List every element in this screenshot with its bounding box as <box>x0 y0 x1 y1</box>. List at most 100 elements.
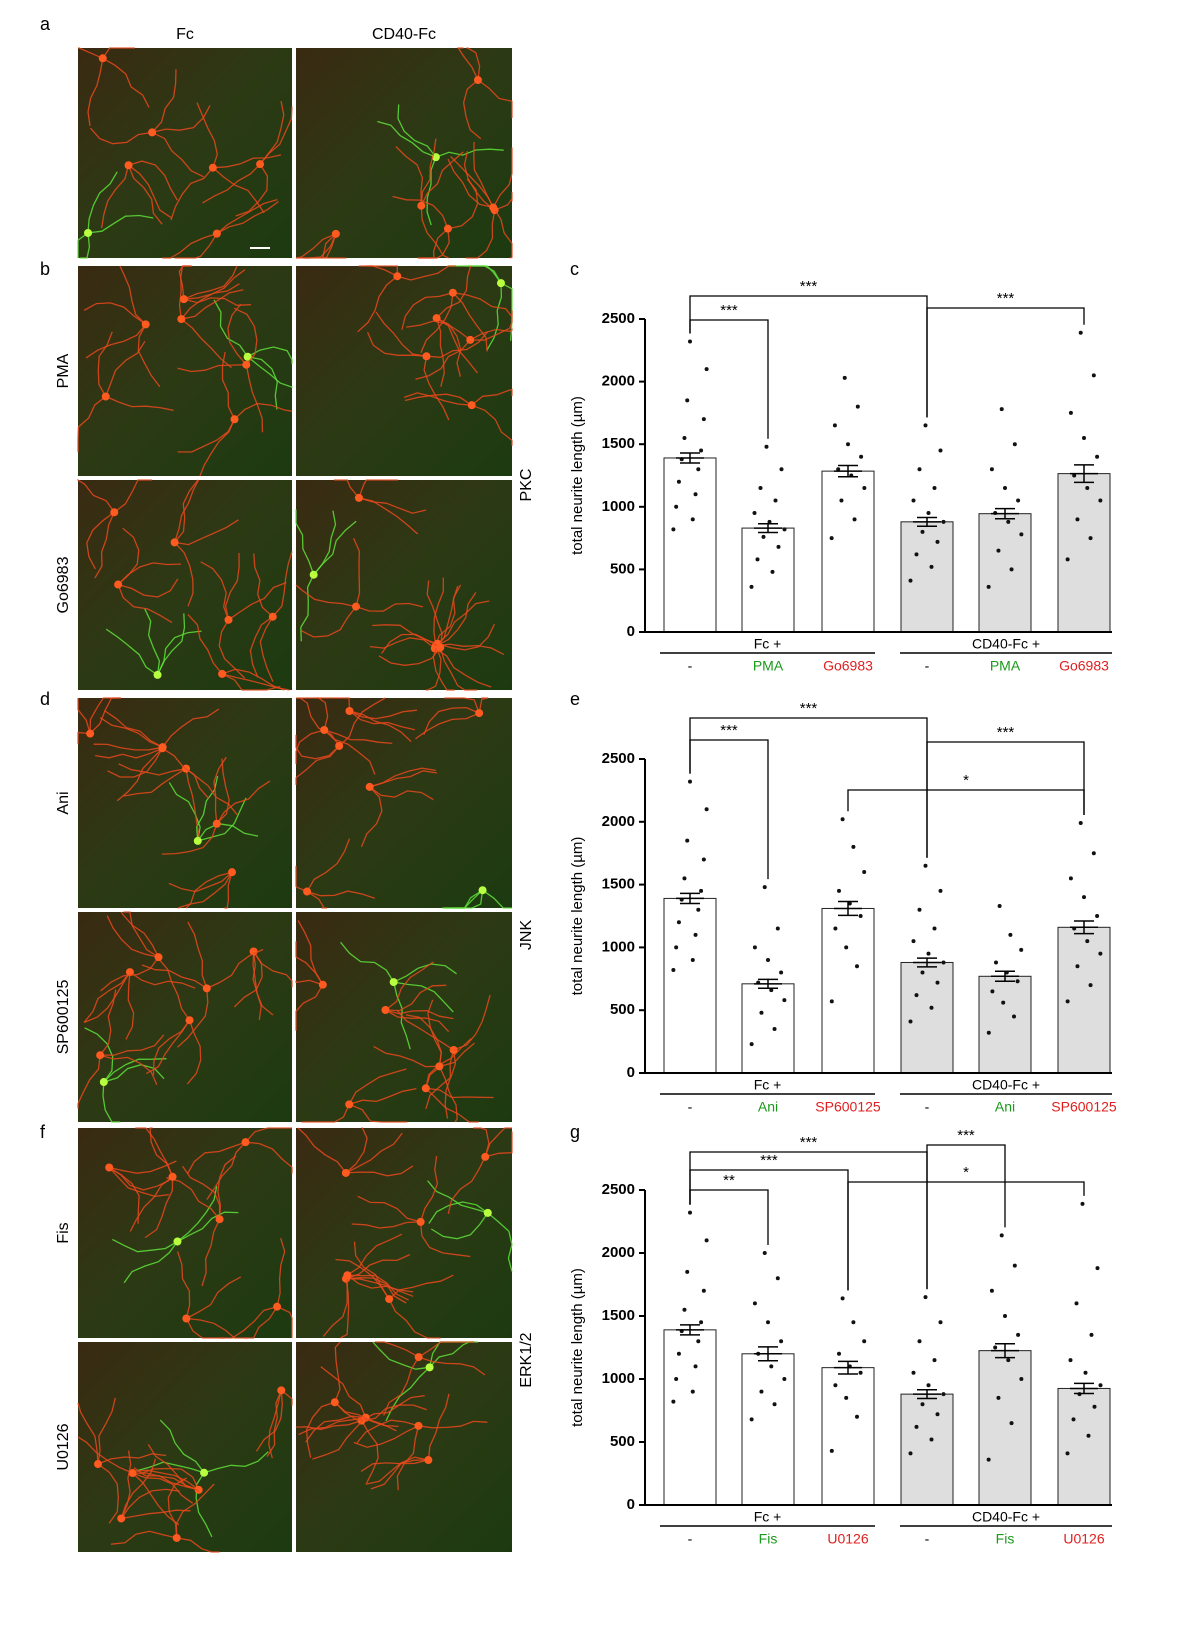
neurite <box>437 600 490 645</box>
data-point <box>1016 1332 1021 1337</box>
neurite <box>473 1127 490 1157</box>
micrograph <box>295 47 513 259</box>
data-point <box>859 454 864 459</box>
neurite <box>79 232 91 259</box>
data-point <box>1009 567 1014 572</box>
neurite <box>213 756 227 824</box>
data-point <box>908 1451 913 1456</box>
data-point <box>1082 435 1086 440</box>
neurite <box>97 1453 167 1465</box>
y-tick-label: 1500 <box>602 876 635 893</box>
data-point <box>1006 519 1011 524</box>
significance-label: *** <box>800 700 818 717</box>
side-label: JNK <box>518 920 535 951</box>
data-point <box>773 498 778 503</box>
significance-bracket <box>926 741 1085 858</box>
category-label: - <box>925 1099 930 1115</box>
neurite <box>159 1419 205 1474</box>
data-point <box>764 444 769 449</box>
y-tick-label: 2500 <box>602 750 635 767</box>
neurite <box>245 1127 292 1143</box>
significance-label: *** <box>957 1127 975 1144</box>
soma <box>481 1152 490 1161</box>
neurite <box>123 911 159 958</box>
neurite <box>383 1356 420 1416</box>
soma <box>393 272 402 281</box>
neurite <box>435 592 477 647</box>
neurite <box>358 497 427 514</box>
neurite <box>253 553 274 618</box>
category-label: PMA <box>990 658 1021 674</box>
data-point <box>858 914 863 918</box>
data-point <box>1088 536 1093 541</box>
micrograph-background <box>296 480 512 690</box>
data-point <box>997 903 1002 908</box>
neurite <box>360 786 383 848</box>
soma <box>218 669 227 678</box>
data-point <box>851 1320 856 1325</box>
neurite <box>102 57 150 108</box>
bar <box>900 1393 954 1506</box>
neurite <box>435 317 445 387</box>
data-point <box>993 1345 998 1350</box>
soma <box>489 203 498 212</box>
data-point <box>840 817 845 822</box>
data-point <box>755 557 760 562</box>
panel-label: b <box>40 259 50 279</box>
neurite <box>296 233 337 259</box>
micrograph <box>77 265 293 477</box>
soma <box>202 984 211 993</box>
soma <box>148 128 157 137</box>
soma <box>93 1460 102 1469</box>
data-point <box>1019 1377 1024 1381</box>
data-point <box>696 467 701 472</box>
neurite <box>176 1251 191 1319</box>
soma <box>173 1237 182 1246</box>
data-point <box>929 1005 934 1010</box>
data-point <box>676 920 681 925</box>
data-point <box>701 417 706 422</box>
significance-label: *** <box>997 724 1015 741</box>
soma <box>354 493 363 502</box>
soma <box>114 580 123 589</box>
neurite <box>112 1238 178 1253</box>
neurite <box>245 1141 293 1174</box>
data-point <box>920 970 925 975</box>
data-point <box>782 998 787 1003</box>
soma <box>365 782 374 791</box>
neurite <box>347 1233 403 1276</box>
data-point <box>839 498 844 503</box>
neurite <box>176 988 209 1048</box>
neurite <box>255 1390 283 1452</box>
neurite <box>320 1366 367 1418</box>
neurite <box>136 1461 205 1474</box>
data-point <box>1074 1301 1079 1306</box>
data-point <box>917 907 922 912</box>
neurite <box>374 1341 420 1358</box>
neurite <box>128 164 172 219</box>
data-point <box>837 888 841 893</box>
column-header: CD40-Fc <box>372 26 436 43</box>
neurite <box>463 150 496 211</box>
soma <box>431 153 440 162</box>
data-point <box>911 1370 916 1375</box>
neurite <box>295 1419 362 1431</box>
neurite <box>397 265 456 281</box>
neurite <box>78 47 104 59</box>
data-point <box>846 442 850 447</box>
neurite <box>77 698 91 734</box>
data-point <box>996 548 1001 553</box>
data-point <box>696 907 701 912</box>
soma <box>242 360 251 369</box>
data-point <box>782 1377 787 1381</box>
neurite <box>135 1127 174 1178</box>
neurite <box>162 708 220 748</box>
data-point <box>858 1370 863 1375</box>
neurite <box>418 1420 488 1429</box>
micrograph <box>77 478 293 691</box>
data-point <box>829 536 834 541</box>
y-tick-label: 2000 <box>602 373 635 390</box>
soma <box>105 1163 114 1172</box>
neurite <box>187 921 208 989</box>
neurite <box>447 178 479 230</box>
